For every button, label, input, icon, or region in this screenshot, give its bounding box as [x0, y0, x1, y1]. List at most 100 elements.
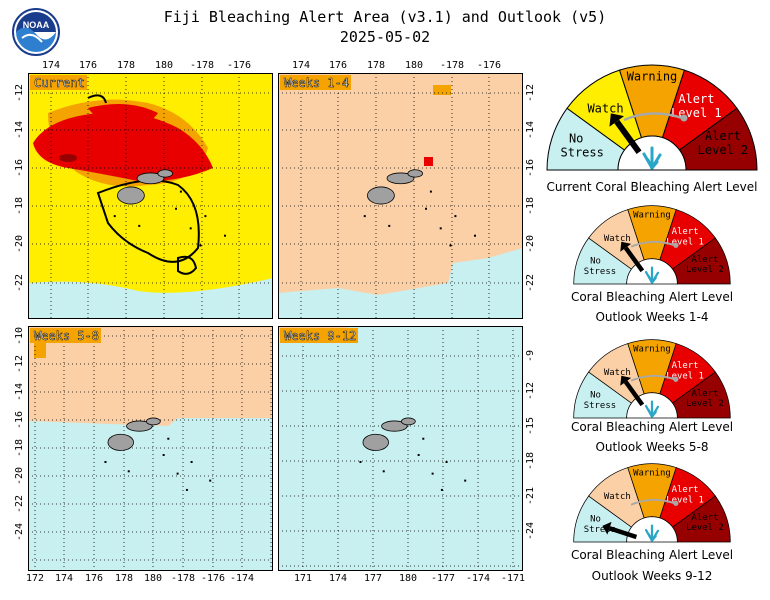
bottom-tick-weeks-9-12: -171	[500, 573, 526, 584]
alert-contour	[87, 94, 107, 104]
noaa-logo: NOAA	[12, 8, 60, 56]
bottom-tick-weeks-5-8: -178	[170, 573, 196, 584]
gauge-label-alert2: Level 2	[686, 265, 724, 275]
coral-branch	[650, 276, 657, 284]
islet	[425, 207, 427, 210]
right-tick-weeks-9-12: -21	[525, 486, 536, 506]
island	[157, 169, 173, 178]
gauge-label-no-stress: No	[590, 257, 601, 267]
coral-branch	[650, 160, 659, 170]
island	[362, 433, 389, 451]
coral-branch	[650, 410, 657, 418]
coral-icon	[644, 524, 660, 542]
gauge-label-warning: Warning	[633, 210, 671, 220]
gauge-weeks-9-12: No Stress Watch Warning Alert Level 1 Alert Lev…	[567, 460, 737, 552]
gauge-weeks-1-4-subcaption: Outlook Weeks 1-4	[595, 310, 709, 324]
map-label: Weeks 1-4	[284, 76, 349, 90]
gauge-weeks-5-8: No Stress Watch Warning Alert Level 1 Alert Lev…	[567, 336, 737, 428]
map-weeks-5-8: Weeks 5-8	[28, 326, 273, 571]
islet	[440, 488, 443, 491]
right-tick-weeks-1-4: -16	[525, 158, 536, 178]
trend-arrow-dot	[680, 114, 688, 122]
bottom-tick-weeks-9-12: 177	[363, 573, 383, 584]
map-current: Current	[28, 73, 273, 319]
islet	[204, 215, 207, 218]
gauge-label-alert2: Alert	[691, 255, 718, 265]
bottom-tick-weeks-5-8: -176	[200, 573, 226, 584]
coral-icon	[644, 400, 660, 418]
map-border	[278, 73, 523, 319]
gauge-needle	[614, 119, 642, 154]
top-tick-current: 174	[41, 60, 61, 71]
islet	[382, 470, 385, 473]
islet	[179, 190, 182, 193]
warning-cell	[34, 340, 46, 358]
gauge-label-watch: Watch	[604, 234, 631, 244]
island	[145, 417, 161, 426]
islet	[388, 224, 391, 227]
gauge-weeks-9-12-caption: Coral Bleaching Alert Level	[570, 548, 734, 562]
map-border	[28, 73, 273, 319]
right-tick-weeks-9-12: -9	[525, 349, 536, 363]
fiji-islands	[104, 417, 212, 491]
map-label-weeks-1-4: Weeks 1-4	[280, 75, 351, 90]
gauge-label-watch: Watch	[604, 368, 631, 378]
right-tick-weeks-1-4: -14	[525, 120, 536, 140]
islet	[176, 472, 179, 475]
trend-arrow	[630, 240, 675, 248]
no-stress-area	[28, 278, 273, 319]
page-title: Fiji Bleaching Alert Area (v3.1) and Out…	[163, 8, 607, 26]
gauge-weeks-9-12-subcaption: Outlook Weeks 9-12	[591, 569, 713, 583]
map-panel-weeks-5-8: Weeks 5-8	[28, 326, 273, 571]
map-label-box	[30, 328, 101, 343]
islet	[363, 215, 366, 218]
top-tick-weeks-1-4: 180	[404, 60, 424, 71]
bottom-tick-weeks-5-8: -174	[229, 573, 255, 584]
gauge-label-alert1: Level 1	[666, 371, 704, 381]
gauge-weeks-5-8-subcaption: Outlook Weeks 5-8	[595, 440, 709, 454]
gauge-label-alert1: Alert	[678, 92, 714, 106]
bottom-tick-weeks-9-12: 180	[398, 573, 418, 584]
top-tick-current: 180	[154, 60, 174, 71]
warning-cell	[433, 85, 451, 95]
map-panel-weeks-1-4: Weeks 1-4	[278, 73, 523, 319]
alert1-area	[33, 112, 213, 182]
map-label: Current	[34, 76, 85, 90]
right-tick-weeks-1-4: -18	[525, 196, 536, 216]
islet	[431, 472, 434, 475]
islet	[113, 215, 116, 218]
gauge-current-caption: Current Coral Bleaching Alert Level	[546, 180, 758, 194]
island	[367, 186, 395, 205]
top-tick-weeks-1-4: 174	[291, 60, 311, 71]
gauge-label-no-stress: No	[569, 132, 583, 146]
gauge-current: No Stress Watch Warning Alert Level 1 Alert Lev…	[539, 60, 765, 182]
map-panel-current: Current	[28, 73, 273, 319]
top-tick-current: -178	[189, 60, 215, 71]
gauge-label-no-stress: No	[590, 515, 601, 525]
right-tick-weeks-1-4: -12	[525, 83, 536, 103]
islet	[185, 488, 188, 491]
coral-icon	[644, 266, 660, 284]
fiji-islands	[359, 417, 467, 491]
gauge-label-warning: Warning	[627, 70, 678, 84]
islet	[449, 244, 452, 247]
map-label-weeks-5-8: Weeks 5-8	[30, 328, 101, 343]
map-label-current: Current	[30, 75, 87, 90]
islet	[138, 224, 141, 227]
island	[386, 172, 415, 185]
right-tick-weeks-9-12: -15	[525, 416, 536, 436]
islet	[429, 190, 432, 193]
gauge-label-alert1: Alert	[672, 227, 699, 237]
gauge-label-warning: Warning	[633, 468, 671, 478]
island	[136, 172, 165, 185]
gauge-label-alert1: Level 1	[666, 237, 704, 247]
islet	[167, 437, 170, 440]
gauge-label-watch: Watch	[604, 492, 631, 502]
top-tick-current: 178	[116, 60, 136, 71]
bottom-tick-weeks-9-12: 171	[293, 573, 313, 584]
right-tick-weeks-1-4: -20	[525, 234, 536, 254]
islet	[439, 227, 442, 230]
islet	[190, 460, 193, 463]
left-tick-current: -22	[14, 273, 25, 293]
bottom-tick-weeks-5-8: 180	[143, 573, 163, 584]
